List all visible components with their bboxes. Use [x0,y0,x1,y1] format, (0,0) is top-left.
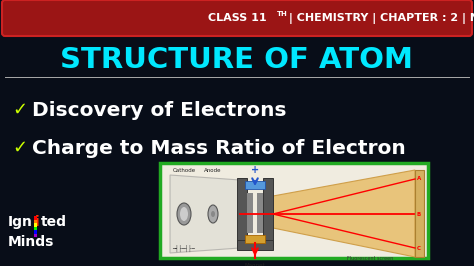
Text: A: A [417,177,421,181]
Bar [35,234,37,237]
Text: CLASS 11: CLASS 11 [208,13,266,23]
Text: B: B [417,211,421,217]
Polygon shape [273,170,415,257]
Bar [245,181,265,189]
Text: | CHEMISTRY | CHAPTER : 2 | NCERT: | CHEMISTRY | CHAPTER : 2 | NCERT [285,13,474,23]
Text: ted: ted [41,215,67,229]
Bar [237,240,273,250]
Text: Magnet: Magnet [245,263,265,266]
Text: Ign: Ign [8,215,33,229]
Text: TH: TH [277,11,288,17]
Ellipse shape [211,211,215,217]
Bar [35,216,37,219]
Text: ─: ─ [253,262,257,266]
Bar [35,227,37,230]
Bar [245,235,265,243]
Text: Cathode: Cathode [173,168,196,173]
Text: C: C [417,246,421,251]
Text: +: + [251,165,259,175]
Polygon shape [170,175,240,253]
Ellipse shape [177,203,191,225]
Text: ─┤├─┤├─: ─┤├─┤├─ [172,245,194,252]
Text: Charge to Mass Ratio of Electron: Charge to Mass Ratio of Electron [32,139,406,157]
Bar [247,193,253,233]
Bar [415,170,424,257]
Ellipse shape [180,207,188,221]
FancyBboxPatch shape [2,0,472,36]
Text: Discovery of Electrons: Discovery of Electrons [32,101,286,119]
Text: Minds: Minds [8,235,55,249]
Text: Fluorescent screen: Fluorescent screen [347,256,393,261]
Bar [263,178,273,246]
Text: ✓: ✓ [12,101,27,119]
Bar [35,230,37,234]
Text: Anode: Anode [204,168,222,173]
Bar [237,178,247,246]
Bar [35,223,37,227]
Text: ✓: ✓ [12,139,27,157]
Bar [257,193,263,233]
Bar [35,219,37,223]
Ellipse shape [208,205,218,223]
Text: i: i [35,215,40,229]
Text: STRUCTURE OF ATOM: STRUCTURE OF ATOM [61,46,413,74]
Bar [160,163,428,258]
